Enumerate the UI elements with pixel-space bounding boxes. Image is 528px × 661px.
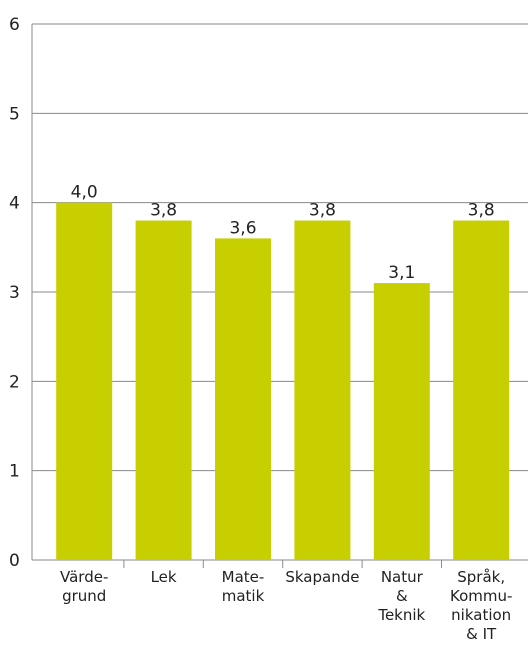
x-tick-label: Värde-grund (60, 568, 108, 605)
value-label: 3,6 (229, 218, 256, 238)
value-label: 3,8 (309, 201, 336, 221)
y-tick-label: 0 (9, 551, 20, 571)
y-tick-label: 3 (9, 283, 20, 303)
x-tick-label: Natur & Teknik (377, 568, 425, 624)
y-tick-label: 1 (9, 462, 20, 482)
value-label: 4,0 (71, 183, 98, 203)
value-label: 3,1 (388, 263, 415, 283)
x-tick-label: Mate-matik (222, 568, 265, 605)
y-tick-label: 6 (9, 15, 20, 35)
bar (215, 238, 271, 560)
value-label: 3,8 (468, 201, 495, 221)
y-tick-label: 4 (9, 194, 20, 214)
bar (56, 202, 113, 560)
x-tick-label: Skapande (285, 568, 359, 586)
bar (453, 220, 510, 561)
x-tick-label: Lek (151, 568, 177, 586)
bar (294, 220, 351, 561)
bar (135, 220, 192, 561)
bar (373, 283, 430, 560)
value-label: 3,8 (150, 201, 177, 221)
x-tick-label: Språk, Kommu-nikation & IT (450, 568, 512, 643)
y-tick-label: 2 (9, 372, 20, 392)
y-tick-label: 5 (9, 104, 20, 124)
